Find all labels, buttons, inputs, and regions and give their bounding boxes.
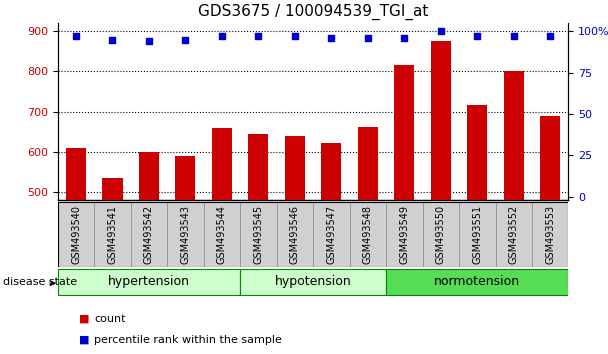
Text: hypertension: hypertension — [108, 275, 190, 288]
Text: GSM493543: GSM493543 — [181, 205, 190, 264]
Bar — [503, 71, 524, 354]
Bar — [58, 202, 94, 267]
Bar — [386, 269, 568, 295]
Point — [254, 33, 263, 39]
Bar — [102, 178, 122, 354]
Point — [181, 37, 190, 42]
Bar — [58, 269, 240, 295]
Point — [144, 38, 154, 44]
Bar — [423, 202, 459, 267]
Bar — [358, 127, 378, 354]
Bar — [532, 202, 568, 267]
Point — [108, 37, 117, 42]
Bar — [240, 202, 277, 267]
Text: ■: ■ — [79, 335, 89, 345]
Bar — [321, 143, 341, 354]
Point — [436, 28, 446, 34]
Point — [326, 35, 336, 41]
Point — [71, 33, 81, 39]
Bar — [175, 156, 195, 354]
Title: GDS3675 / 100094539_TGI_at: GDS3675 / 100094539_TGI_at — [198, 4, 428, 20]
Point — [363, 35, 373, 41]
Text: disease state: disease state — [3, 277, 77, 287]
Bar — [350, 202, 386, 267]
Text: GSM493545: GSM493545 — [254, 205, 263, 264]
Text: GSM493540: GSM493540 — [71, 205, 81, 264]
Bar — [467, 105, 487, 354]
Bar — [204, 202, 240, 267]
Text: GSM493550: GSM493550 — [436, 205, 446, 264]
Text: GSM493544: GSM493544 — [217, 205, 227, 264]
Point — [217, 33, 227, 39]
Bar — [430, 41, 451, 354]
Point — [399, 35, 409, 41]
Bar — [66, 148, 86, 354]
Text: normotension: normotension — [434, 275, 520, 288]
Bar — [131, 202, 167, 267]
Text: hypotension: hypotension — [275, 275, 351, 288]
Text: GSM493549: GSM493549 — [399, 205, 409, 264]
Bar — [212, 127, 232, 354]
Text: GSM493542: GSM493542 — [144, 205, 154, 264]
Bar — [167, 202, 204, 267]
Point — [545, 33, 555, 39]
Bar — [386, 202, 423, 267]
Text: GSM493541: GSM493541 — [108, 205, 117, 264]
Bar — [240, 269, 386, 295]
Bar — [496, 202, 532, 267]
Text: GSM493551: GSM493551 — [472, 205, 482, 264]
Point — [472, 33, 482, 39]
Point — [290, 33, 300, 39]
Text: percentile rank within the sample: percentile rank within the sample — [94, 335, 282, 345]
Bar — [313, 202, 350, 267]
Text: GSM493547: GSM493547 — [326, 205, 336, 264]
Bar — [394, 65, 414, 354]
Text: GSM493553: GSM493553 — [545, 205, 555, 264]
Bar — [248, 133, 268, 354]
Bar — [139, 152, 159, 354]
Text: GSM493548: GSM493548 — [363, 205, 373, 264]
Bar — [540, 115, 561, 354]
Bar — [277, 202, 313, 267]
Text: GSM493552: GSM493552 — [509, 205, 519, 264]
Bar — [94, 202, 131, 267]
Bar — [459, 202, 496, 267]
Text: ■: ■ — [79, 314, 89, 324]
Text: GSM493546: GSM493546 — [290, 205, 300, 264]
Text: count: count — [94, 314, 126, 324]
Bar — [285, 136, 305, 354]
Point — [509, 33, 519, 39]
